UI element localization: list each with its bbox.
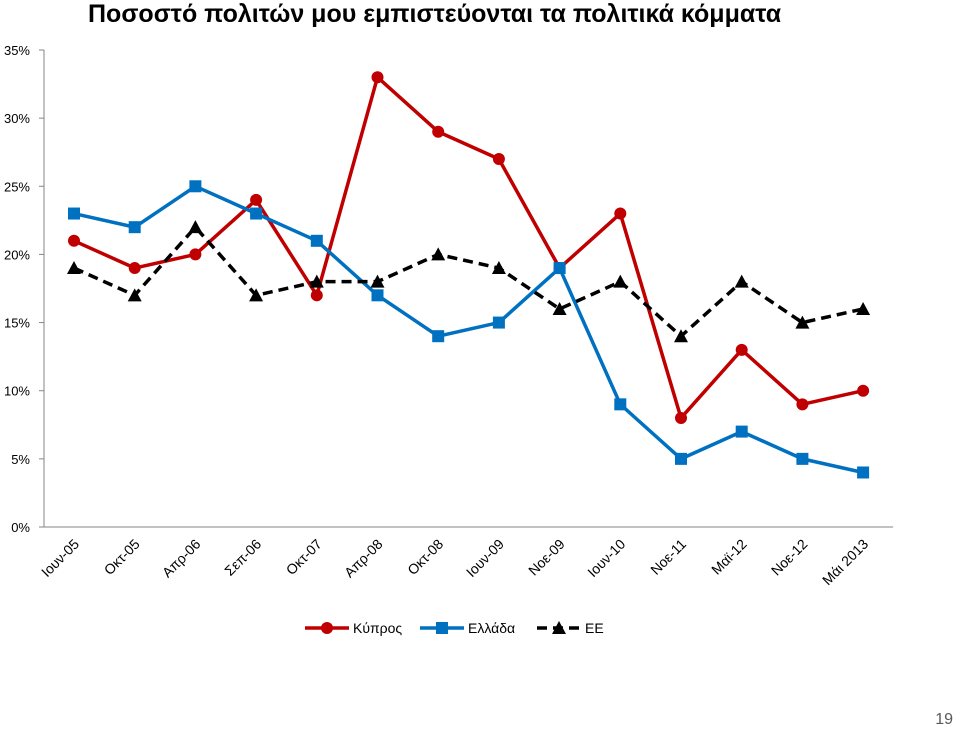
page-number: 19	[935, 711, 953, 728]
data-point	[734, 274, 749, 288]
legend-marker	[552, 621, 566, 634]
data-point	[67, 261, 81, 275]
data-point	[613, 274, 628, 288]
x-tick-label: Οκτ-05	[101, 536, 143, 578]
data-point	[796, 452, 809, 465]
data-point	[857, 384, 870, 397]
x-tick-label: Μάι 2013	[819, 536, 871, 588]
data-point	[552, 301, 567, 315]
data-point	[189, 180, 202, 193]
data-point	[795, 315, 810, 329]
x-tick-label: Ιουν-10	[584, 536, 628, 580]
y-tick-label: 5%	[11, 452, 30, 467]
data-point	[675, 411, 687, 424]
legend-label: ΕΕ	[585, 620, 604, 636]
x-tick-label: Απρ-08	[341, 536, 386, 581]
data-point	[735, 343, 748, 356]
data-point	[310, 234, 323, 247]
data-point	[309, 274, 324, 288]
data-point	[250, 193, 263, 206]
data-point	[432, 330, 445, 343]
data-point	[492, 153, 505, 166]
data-point	[553, 262, 566, 275]
data-point	[68, 207, 80, 220]
legend-label: Κύπρος	[353, 620, 402, 636]
x-tick-label: Ιουν-05	[38, 536, 82, 580]
x-tick-label: Οκτ-07	[283, 536, 325, 578]
y-tick-label: 35%	[4, 43, 30, 58]
data-point	[249, 288, 264, 302]
legend-marker	[436, 622, 448, 634]
legend-label: Ελλάδα	[468, 620, 515, 636]
data-point	[371, 289, 384, 302]
data-point	[675, 452, 687, 465]
legend-marker	[321, 622, 333, 634]
chart-title: Ποσοστό πολιτών μου εμπιστεύονται τα πολ…	[88, 0, 782, 28]
data-point	[614, 207, 627, 220]
data-point	[370, 274, 385, 288]
data-point	[432, 125, 445, 138]
x-tick-label: Νοε-11	[647, 536, 689, 578]
data-point	[492, 316, 505, 329]
data-point	[310, 289, 323, 302]
series-line-2	[73, 184, 864, 475]
data-point	[250, 207, 263, 220]
x-tick-label: Απρ-06	[159, 536, 204, 581]
data-point	[189, 248, 202, 261]
y-tick-label: 30%	[4, 111, 30, 126]
series-line-1	[73, 75, 864, 420]
data-point	[796, 398, 809, 411]
x-tick-label: Νοε-09	[525, 536, 568, 579]
data-point	[857, 466, 870, 479]
data-point	[735, 425, 748, 438]
x-tick-label: Μαϊ-12	[708, 536, 750, 578]
y-tick-label: 15%	[4, 316, 30, 331]
x-tick-label: Οκτ-08	[404, 536, 446, 578]
data-point	[491, 261, 506, 275]
data-point	[127, 288, 142, 302]
data-point	[674, 329, 688, 343]
series-line-3	[73, 225, 864, 338]
x-tick-label: Ιουν-09	[463, 536, 507, 580]
data-point	[856, 301, 871, 315]
x-tick-label: Νοε-12	[768, 536, 811, 579]
data-point	[371, 71, 384, 84]
y-tick-label: 10%	[4, 384, 30, 399]
y-tick-label: 0%	[11, 520, 30, 535]
data-point	[128, 262, 141, 275]
data-point	[128, 221, 141, 234]
y-tick-label: 20%	[4, 247, 30, 262]
data-point	[68, 234, 80, 247]
data-point	[188, 220, 203, 234]
data-point	[431, 247, 446, 261]
y-tick-label: 25%	[4, 179, 30, 194]
x-tick-label: Σεπ-06	[221, 536, 264, 579]
data-point	[614, 398, 627, 411]
